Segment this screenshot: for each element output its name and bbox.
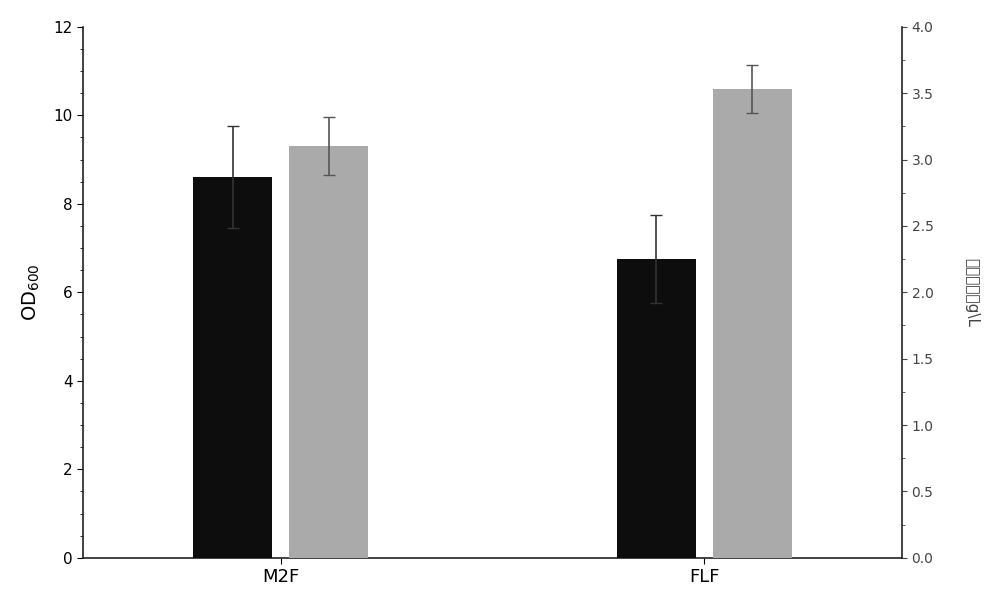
Bar	[289, 146, 368, 558]
Bar	[713, 89, 792, 558]
Bar	[617, 259, 696, 558]
Y-axis label: OD$_{600}$: OD$_{600}$	[21, 263, 42, 321]
Bar	[193, 177, 272, 558]
Y-axis label: 蛋氨酸产量g\L: 蛋氨酸产量g\L	[964, 258, 979, 327]
